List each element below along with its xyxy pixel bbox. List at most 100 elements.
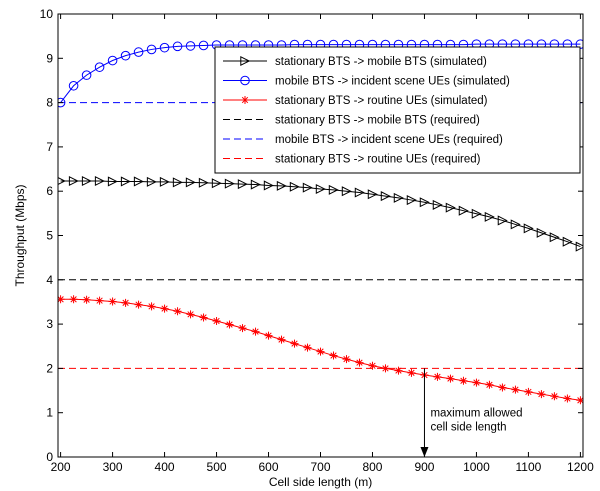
data-point: [563, 394, 572, 403]
data-point: [511, 385, 520, 394]
data-point: [225, 320, 234, 329]
data-point: [58, 97, 66, 108]
x-tick-label: 700: [310, 460, 330, 474]
data-point: [471, 208, 482, 219]
annotation: maximum allowed cell side length: [420, 368, 522, 457]
legend-label: stationary BTS -> mobile BTS (required): [275, 115, 480, 127]
axes: 200 300 400 500 600 700 800 900 1000 1100 1200 0 1 2 3…: [13, 7, 594, 489]
data-point: [263, 180, 274, 191]
annotation-arrow: maximum allowed cell side length: [420, 368, 522, 457]
data-point: [329, 351, 338, 360]
y-tick-label: 9: [46, 51, 53, 65]
data-point: [407, 368, 416, 377]
data-point: [523, 223, 534, 234]
data-point: [121, 298, 130, 307]
legend-box: [214, 46, 581, 174]
data-point: [576, 396, 583, 405]
data-point: [224, 178, 235, 189]
data-point: [459, 376, 468, 385]
data-point: [159, 176, 170, 187]
data-point: [159, 42, 170, 53]
y-tick-label: 7: [46, 140, 53, 154]
data-point: [146, 176, 157, 187]
data-point: [381, 364, 390, 373]
x-tick-label: 300: [103, 460, 123, 474]
y-tick-label: 2: [46, 361, 53, 375]
data-point: [81, 176, 92, 187]
data-point: [147, 302, 156, 311]
annotation-text: cell side length: [430, 422, 506, 434]
y-axis-label: Throughput (Mbps): [13, 184, 27, 286]
data-point: [58, 295, 65, 304]
y-tick-label: 0: [46, 450, 53, 464]
data-point: [199, 313, 208, 322]
data-point: [380, 191, 391, 202]
data-point: [393, 192, 404, 203]
legend-label: mobile BTS -> incident scene UEs (simula…: [275, 76, 510, 88]
data-point: [134, 300, 143, 309]
data-point: [94, 62, 105, 72]
data-point: [250, 179, 261, 190]
arrow-head: [420, 447, 429, 457]
legend-label: stationary BTS -> routine UEs (required): [275, 154, 481, 166]
data-point: [341, 186, 352, 197]
data-point: [160, 304, 169, 313]
data-point: [303, 343, 312, 352]
data-point: [368, 361, 377, 370]
x-tick-label: 500: [207, 460, 227, 474]
data-point: [198, 177, 209, 188]
legend-label: stationary BTS -> mobile BTS (simulated): [275, 56, 487, 68]
data-point: [433, 372, 442, 381]
legend: stationary BTS -> mobile BTS (simulated)…: [214, 46, 581, 174]
x-tick-label: 800: [362, 460, 382, 474]
data-point: [328, 184, 339, 195]
x-tick-label: 1200: [567, 460, 594, 474]
data-point: [394, 366, 403, 375]
data-point: [238, 324, 247, 333]
legend-label: stationary BTS -> routine UEs (simulated…: [275, 95, 488, 107]
data-point: [277, 335, 286, 344]
data-point: [446, 374, 455, 383]
data-point: [575, 241, 583, 252]
data-point: [120, 176, 131, 187]
data-point: [458, 205, 469, 216]
data-point: [68, 176, 79, 187]
data-point: [95, 296, 104, 305]
data-point: [107, 176, 118, 187]
data-point: [524, 387, 533, 396]
y-tick-label: 5: [46, 229, 53, 243]
data-point: [289, 181, 300, 192]
data-point: [485, 380, 494, 389]
data-point: [82, 295, 91, 304]
y-tick-label: 3: [46, 317, 53, 331]
annotation-text: maximum allowed: [430, 408, 522, 420]
y-tick-label: 1: [46, 406, 53, 420]
data-point: [550, 392, 559, 401]
x-tick-label: 1100: [516, 460, 542, 474]
legend-marker: [241, 96, 249, 104]
data-point: [185, 41, 196, 51]
data-point: [302, 182, 313, 193]
data-point: [355, 358, 364, 367]
data-point: [173, 307, 182, 316]
data-point: [211, 178, 222, 189]
data-point: [316, 347, 325, 356]
data-point: [146, 44, 157, 55]
data-point: [276, 180, 287, 191]
x-tick-label: 1000: [463, 460, 490, 474]
legend-entry: stationary BTS -> mobile BTS (simulated): [223, 55, 487, 68]
y-tick-label: 4: [46, 273, 53, 287]
legend-entry: mobile BTS -> incident scene UEs (simula…: [223, 76, 510, 88]
data-point: [498, 383, 507, 392]
data-point: [264, 331, 273, 340]
data-point: [537, 390, 546, 399]
x-axis-label: Cell side length (m): [269, 475, 372, 489]
legend-label: mobile BTS -> incident scene UEs (requir…: [275, 134, 503, 146]
data-point: [81, 70, 92, 80]
data-point: [536, 227, 547, 238]
data-point: [510, 219, 521, 230]
data-point: [406, 195, 417, 206]
data-point: [186, 310, 195, 319]
data-point: [484, 211, 495, 222]
